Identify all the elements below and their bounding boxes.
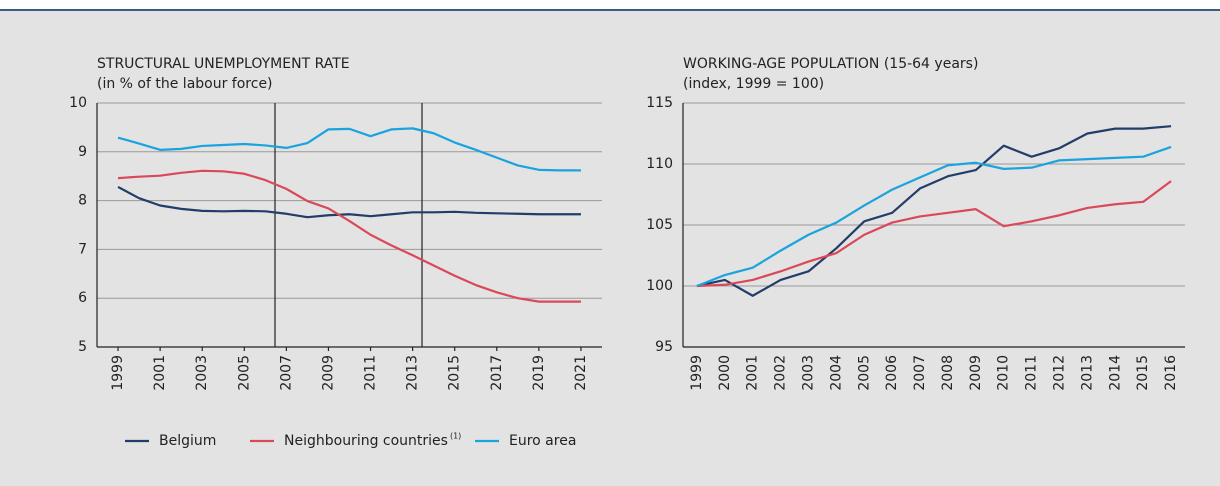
legend-label: Belgium (159, 433, 216, 449)
x-tick-label: 2021 (573, 355, 589, 391)
legend: Belgium Neighbouring countries (1) Euro are… (125, 432, 576, 449)
x-tick-label: 2016 (1163, 355, 1179, 391)
y-tick-label: 7 (78, 241, 87, 257)
chart-subtitle: (index, 1999 = 100) (683, 76, 824, 92)
y-tick-label: 100 (646, 278, 673, 294)
y-tick-label: 10 (69, 95, 87, 111)
x-tick-label: 1999 (110, 355, 126, 391)
chart-subtitle: (in % of the labour force) (97, 76, 273, 92)
legend-label: Euro area (509, 433, 576, 449)
series-line (696, 125, 1172, 297)
x-tick-label: 2009 (968, 355, 984, 391)
x-tick-label: 2012 (1052, 355, 1068, 391)
x-tick-label: 2013 (1079, 355, 1095, 391)
chart-title: STRUCTURAL UNEMPLOYMENT RATE (97, 56, 350, 72)
series-line (696, 145, 1172, 288)
chart-title: WORKING-AGE POPULATION (15-64 years) (683, 56, 978, 72)
y-tick-label: 105 (646, 217, 673, 233)
legend-label: Neighbouring countries (284, 433, 448, 449)
x-tick-label: 2001 (152, 355, 168, 391)
panel (0, 10, 1220, 486)
series-line (117, 169, 581, 303)
x-tick-label: 2019 (531, 355, 547, 391)
x-tick-label: 2013 (405, 355, 421, 391)
x-tick-label: 2014 (1107, 355, 1123, 391)
x-tick-label: 2007 (912, 355, 928, 391)
x-tick-label: 2015 (447, 355, 463, 391)
x-tick-label: 2010 (996, 355, 1012, 391)
y-tick-label: 115 (646, 95, 673, 111)
y-tick-label: 110 (646, 156, 673, 172)
y-tick-label: 8 (78, 193, 87, 209)
legend-note: (1) (450, 432, 461, 441)
x-tick-label: 2008 (940, 355, 956, 391)
x-tick-label: 2000 (717, 355, 733, 391)
x-tick-label: 2011 (363, 355, 379, 391)
x-tick-label: 2015 (1135, 355, 1151, 391)
x-tick-label: 2009 (320, 355, 336, 391)
series-line (117, 185, 581, 219)
y-tick-label: 95 (655, 339, 673, 355)
x-tick-label: 2004 (828, 355, 844, 391)
x-tick-label: 2007 (278, 355, 294, 391)
series-line (117, 127, 581, 172)
x-tick-label: 2003 (801, 355, 817, 391)
series-line (696, 180, 1172, 288)
y-tick-label: 6 (78, 290, 87, 306)
x-tick-label: 2017 (489, 355, 505, 391)
x-tick-label: 2011 (1024, 355, 1040, 391)
y-tick-label: 5 (78, 339, 87, 355)
x-tick-label: 2001 (745, 355, 761, 391)
x-tick-label: 2006 (884, 355, 900, 391)
x-tick-label: 2005 (856, 355, 872, 391)
left-chart: STRUCTURAL UNEMPLOYMENT RATE (in % of th… (69, 56, 602, 391)
x-tick-label: 2002 (773, 355, 789, 391)
y-tick-label: 9 (78, 144, 87, 160)
x-tick-label: 1999 (689, 355, 705, 391)
right-chart: WORKING-AGE POPULATION (15-64 years) (in… (646, 56, 1185, 391)
x-tick-label: 2005 (236, 355, 252, 391)
x-tick-label: 2003 (194, 355, 210, 391)
